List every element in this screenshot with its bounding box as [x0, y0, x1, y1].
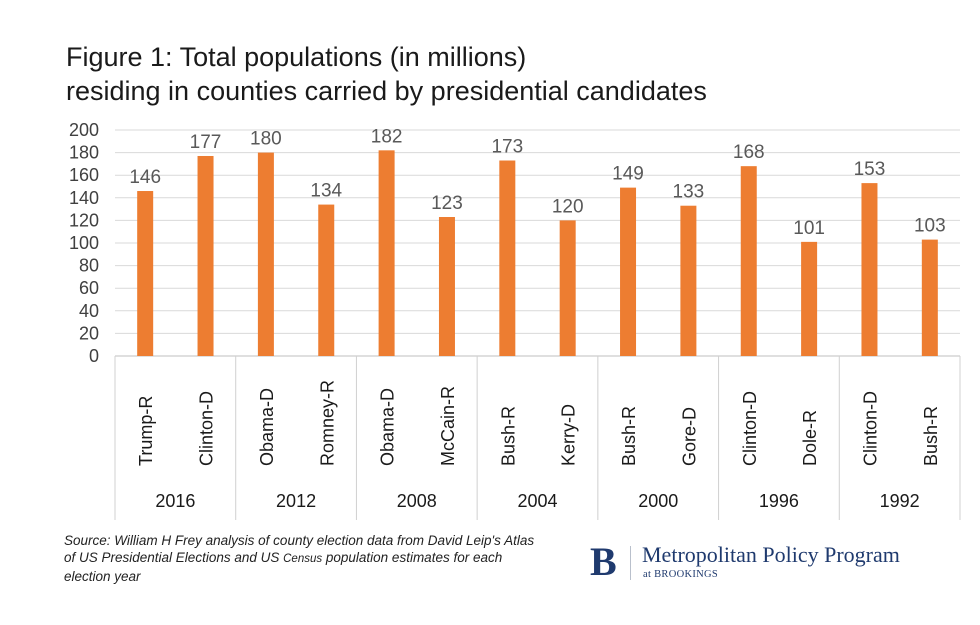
data-label-2004-kerry-d: 120	[552, 196, 584, 217]
data-label-2000-bush-r: 149	[612, 164, 644, 185]
bar-2008-obama-d	[378, 150, 395, 356]
source-text-2: Census	[283, 553, 323, 565]
y-tick-label-0: 0	[89, 346, 99, 366]
y-tick-label-80: 80	[79, 256, 99, 276]
bar-2000-bush-r	[620, 187, 637, 356]
category-label-1992-clinton-d: Clinton-D	[860, 391, 880, 466]
category-label-1996-dole-r: Dole-R	[800, 410, 820, 466]
logo-subtitle: at BROOKINGS	[643, 569, 719, 580]
bar-2004-bush-r	[499, 160, 516, 356]
data-label-2012-obama-d: 180	[250, 129, 282, 150]
bar-1992-bush-r	[921, 239, 938, 356]
year-label-1992: 1992	[880, 491, 920, 511]
year-label-2016: 2016	[155, 491, 195, 511]
data-label-2000-gore-d: 133	[673, 182, 705, 203]
bar-2012-romney-r	[318, 204, 335, 356]
source-text-3: population estimates for each election y…	[64, 550, 503, 584]
category-label-1992-bush-r: Bush-R	[921, 406, 941, 466]
year-label-2012: 2012	[276, 491, 316, 511]
category-label-2016-trump-r: Trump-R	[136, 396, 156, 466]
data-label-2016-clinton-d: 177	[190, 132, 222, 153]
data-label-2004-bush-r: 173	[491, 137, 523, 158]
bar-2000-gore-d	[680, 205, 697, 356]
bar-1996-clinton-d	[740, 166, 757, 356]
chart-title-line-2: residing in counties carried by presiden…	[66, 76, 707, 106]
bar-2016-trump-r	[137, 191, 154, 356]
data-label-2008-obama-d: 182	[371, 126, 403, 147]
bar-2012-obama-d	[257, 152, 274, 356]
year-label-2008: 2008	[397, 491, 437, 511]
y-tick-label-60: 60	[79, 278, 99, 298]
data-label-2012-romney-r: 134	[310, 181, 342, 202]
data-label-1996-dole-r: 101	[793, 218, 825, 239]
y-tick-label-40: 40	[79, 301, 99, 321]
bar-2016-clinton-d	[197, 155, 214, 356]
chart-title: Figure 1: Total populations (in millions…	[66, 40, 707, 108]
y-tick-label-140: 140	[69, 188, 99, 208]
category-label-1996-clinton-d: Clinton-D	[740, 391, 760, 466]
bar-1996-dole-r	[801, 241, 818, 356]
y-tick-label-200: 200	[69, 120, 99, 140]
year-label-2004: 2004	[517, 491, 557, 511]
category-label-2016-clinton-d: Clinton-D	[197, 391, 217, 466]
category-label-2004-bush-r: Bush-R	[498, 406, 518, 466]
category-label-2004-kerry-d: Kerry-D	[559, 404, 579, 466]
source-note: Source: William H Frey analysis of count…	[64, 532, 544, 585]
year-label-1996: 1996	[759, 491, 799, 511]
y-tick-label-180: 180	[69, 143, 99, 163]
category-label-2000-bush-r: Bush-R	[619, 406, 639, 466]
data-label-1992-bush-r: 103	[914, 216, 946, 237]
category-label-2008-obama-d: Obama-D	[378, 388, 398, 466]
category-label-2012-obama-d: Obama-D	[257, 388, 277, 466]
logo-name: Metropolitan Policy Program	[642, 542, 900, 567]
category-label-2000-gore-d: Gore-D	[679, 407, 699, 466]
data-label-1996-clinton-d: 168	[733, 142, 765, 163]
year-label-2000: 2000	[638, 491, 678, 511]
data-label-1992-clinton-d: 153	[854, 159, 886, 180]
bar-2004-kerry-d	[559, 220, 576, 356]
bar-2008-mccain-r	[438, 217, 455, 356]
bar-1992-clinton-d	[861, 183, 878, 356]
category-label-2012-romney-r: Romney-R	[317, 380, 337, 466]
y-tick-label-100: 100	[69, 233, 99, 253]
logo-letter: B	[590, 539, 617, 584]
logo-divider	[630, 546, 631, 580]
chart-title-line-1: Figure 1: Total populations (in millions…	[66, 42, 527, 72]
y-tick-label-160: 160	[69, 165, 99, 185]
source-text-1: Source: William H Frey analysis of count…	[64, 533, 535, 565]
y-tick-label-120: 120	[69, 210, 99, 230]
y-tick-label-20: 20	[79, 323, 99, 343]
data-label-2008-mccain-r: 123	[431, 193, 463, 214]
data-label-2016-trump-r: 146	[129, 167, 161, 188]
category-label-2008-mccain-r: McCain-R	[438, 386, 458, 466]
